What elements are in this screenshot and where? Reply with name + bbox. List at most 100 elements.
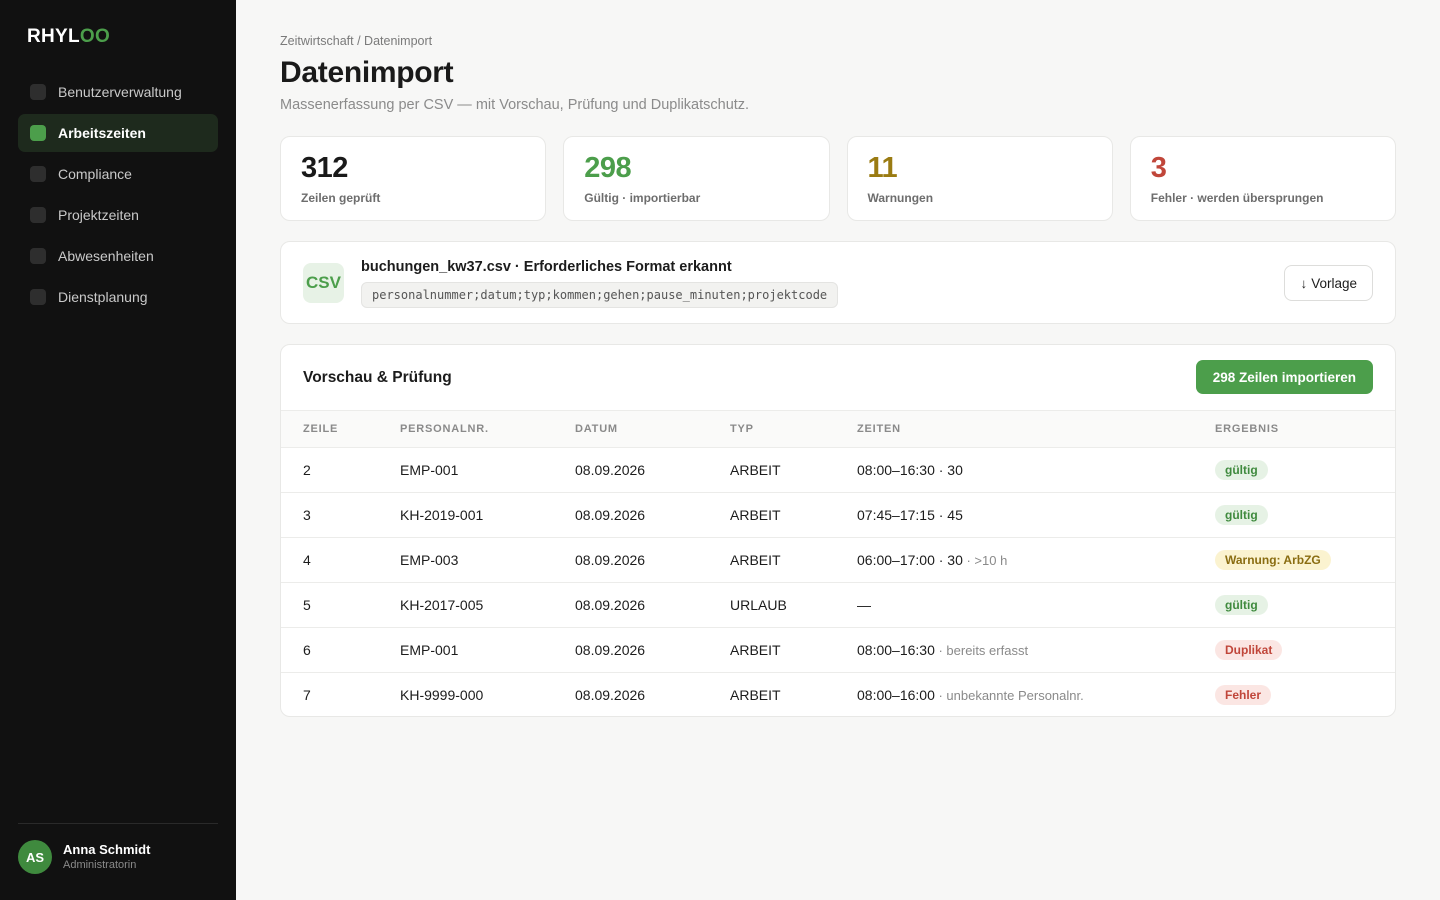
square-icon [30,289,46,305]
cell-typ: ARBEIT [730,552,781,568]
cell-typ: ARBEIT [730,642,781,658]
app-logo[interactable]: RHYLOO [27,26,110,48]
stat-card-valid: 298 Gültig · importierbar [563,136,830,221]
sidebar-item-compliance[interactable]: Compliance [18,155,218,193]
stat-label: Warnungen [867,191,934,205]
cell-personalnr: EMP-001 [400,462,459,478]
user-role: Administratorin [63,859,137,871]
cell-datum: 08.09.2026 [575,462,646,478]
column-header-zeile[interactable]: ZEILE [303,423,339,435]
status-badge: Duplikat [1215,640,1283,660]
page-subtitle: Massenerfassung per CSV — mit Vorschau, … [280,97,750,113]
preview-card: Vorschau & Prüfung 298 Zeilen importiere… [280,344,1396,717]
cell-datum: 08.09.2026 [575,642,646,658]
cell-zeile: 4 [303,552,311,568]
sidebar-item-label: Compliance [58,166,132,182]
file-title: buchungen_kw37.csv · Erforderliches Form… [361,259,732,275]
cell-zeiten: 06:00–17:00 · 30 · >10 h [857,538,1215,583]
sidebar-item-arbeitszeiten[interactable]: Arbeitszeiten [18,114,218,152]
sidebar-item-label: Benutzerverwaltung [58,84,182,100]
cell-ergebnis: Duplikat [1215,628,1395,673]
zeiten-value: 08:00–16:00 [857,687,935,704]
cell-zeile: 7 [303,687,311,704]
cell-zeiten: — [857,583,1215,628]
page-title: Datenimport [280,56,454,89]
cell-zeile: 5 [303,597,311,613]
stat-value: 11 [867,152,898,184]
column-header-datum[interactable]: DATUM [575,423,618,435]
cell-zeile: 2 [303,462,311,478]
template-button-label: Vorlage [1311,275,1357,291]
stat-label: Fehler · werden übersprungen [1150,191,1324,205]
sidebar: RHYLOO Benutzerverwaltung Arbeitszeiten … [0,0,236,900]
cell-zeiten: 08:00–16:30 · bereits erfasst [857,628,1215,673]
sidebar-item-label: Projektzeiten [58,207,139,223]
sidebar-item-label: Arbeitszeiten [58,125,146,141]
stat-label: Gültig · importierbar [584,191,701,205]
column-header-personalnr[interactable]: PERSONALNR. [400,423,489,435]
zeiten-value: 07:45–17:15 · 45 [857,507,963,523]
status-badge: gültig [1215,460,1268,480]
cell-ergebnis: Warnung: ArbZG [1215,538,1395,583]
cell-zeile: 6 [303,642,311,658]
table-header-row: ZEILE PERSONALNR. DATUM TYP ZEITEN ERGEB… [281,410,1395,448]
cell-ergebnis: gültig [1215,583,1395,628]
user-info: Anna Schmidt Administratorin [63,842,150,872]
sidebar-item-projektzeiten[interactable]: Projektzeiten [18,196,218,234]
sidebar-item-benutzerverwaltung[interactable]: Benutzerverwaltung [18,73,218,111]
table-row[interactable]: 2 EMP-001 08.09.2026 ARBEIT 08:00–16:30 … [281,448,1395,493]
sidebar-item-abwesenheiten[interactable]: Abwesenheiten [18,237,218,275]
stat-value: 312 [301,152,348,184]
sidebar-item-dienstplanung[interactable]: Dienstplanung [18,278,218,316]
arrow-down-icon: ↓ [1300,275,1308,291]
table-row[interactable]: 3 KH-2019-001 08.09.2026 ARBEIT 07:45–17… [281,493,1395,538]
cell-datum: 08.09.2026 [575,552,646,568]
zeiten-value: — [857,597,871,613]
sidebar-divider [18,823,218,824]
column-header-ergebnis[interactable]: ERGEBNIS [1215,423,1279,435]
table-row[interactable]: 4 EMP-003 08.09.2026 ARBEIT 06:00–17:00 … [281,538,1395,583]
cell-ergebnis: gültig [1215,448,1395,493]
stat-card-errors: 3 Fehler · werden übersprungen [1129,136,1396,221]
status-badge: Warnung: ArbZG [1215,550,1331,570]
cell-typ: URLAUB [730,597,787,613]
square-icon [30,125,46,141]
cell-personalnr: EMP-003 [400,552,459,568]
table-row[interactable]: 6 EMP-001 08.09.2026 ARBEIT 08:00–16:30 … [281,628,1395,673]
square-icon [30,166,46,182]
column-header-typ[interactable]: TYP [730,423,754,435]
download-template-button[interactable]: ↓ Vorlage [1284,265,1373,301]
table-row[interactable]: 5 KH-2017-005 08.09.2026 URLAUB — gültig [281,583,1395,628]
zeiten-note: · >10 h [962,553,1008,568]
zeiten-value: 08:00–16:30 [857,642,935,658]
preview-title: Vorschau & Prüfung [303,369,452,386]
cell-zeiten: 07:45–17:15 · 45 [857,493,1215,538]
cell-personalnr: KH-2017-005 [400,597,484,613]
preview-table: ZEILE PERSONALNR. DATUM TYP ZEITEN ERGEB… [281,410,1395,717]
stat-card-rows-checked: 312 Zeilen geprüft [280,136,547,221]
cell-datum: 08.09.2026 [575,507,646,523]
cell-typ: ARBEIT [730,462,781,478]
square-icon [30,207,46,223]
table-row[interactable]: 7 KH-9999-000 08.09.2026 ARBEIT 08:00–16… [281,673,1395,717]
file-info-card: CSV buchungen_kw37.csv · Erforderliches … [280,241,1396,324]
cell-zeile: 3 [303,507,311,523]
logo-text: RHYL [27,26,80,47]
cell-datum: 08.09.2026 [575,597,646,613]
column-header-zeiten[interactable]: ZEITEN [857,423,901,435]
stat-value: 3 [1150,152,1167,184]
zeiten-note: · bereits erfasst [934,643,1029,658]
user-profile[interactable]: AS Anna Schmidt Administratorin [18,840,150,874]
stat-value: 298 [584,152,632,184]
sidebar-item-label: Abwesenheiten [58,248,154,264]
status-badge: gültig [1215,595,1268,615]
square-icon [30,248,46,264]
sidebar-item-label: Dienstplanung [58,289,148,305]
square-icon [30,84,46,100]
import-rows-button[interactable]: 298 Zeilen importieren [1195,360,1373,394]
zeiten-value: 08:00–16:30 · 30 [857,462,963,478]
cell-personalnr: KH-2019-001 [400,507,484,523]
status-badge: gültig [1215,505,1268,525]
cell-zeiten: 08:00–16:00 · unbekannte Personalnr. [857,673,1215,717]
zeiten-value: 06:00–17:00 · 30 [857,552,963,568]
